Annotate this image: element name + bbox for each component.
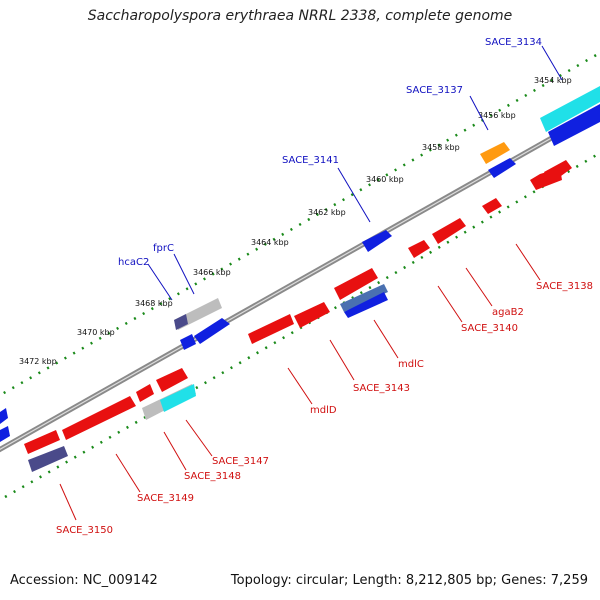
forward-gene-labels: SACE_3134 SACE_3137 SACE_3141 fprC hcaC2 [118, 37, 542, 268]
tick-label: 3464 kbp [251, 238, 289, 247]
tick-labels: 3454 kbp 3456 kbp 3458 kbp 3460 kbp 3462… [19, 76, 572, 366]
gene-forward[interactable] [480, 142, 510, 164]
gene-reverse[interactable] [344, 292, 388, 318]
gene-forward[interactable] [362, 230, 392, 252]
tick-label: 3462 kbp [308, 208, 346, 217]
gene-forward[interactable] [540, 86, 600, 132]
gene-reverse[interactable] [408, 240, 430, 258]
forward-genes [0, 86, 600, 442]
gene-reverse[interactable] [294, 302, 330, 328]
gene-forward[interactable] [0, 408, 8, 424]
gene-forward[interactable] [488, 158, 516, 178]
gene-label[interactable]: SACE_3150 [56, 525, 113, 536]
gene-label[interactable]: mdlC [398, 359, 424, 370]
tick-label: 3470 kbp [77, 328, 115, 337]
label-leaders [59, 45, 563, 521]
gene-label[interactable]: SACE_3134 [485, 37, 542, 48]
gene-forward[interactable] [194, 318, 230, 344]
gene-label[interactable]: fprC [153, 243, 174, 254]
gene-label[interactable]: SACE_3138 [536, 281, 593, 292]
gene-reverse[interactable] [432, 218, 466, 244]
gene-forward[interactable] [0, 426, 10, 442]
gene-reverse[interactable] [24, 430, 60, 454]
gene-label[interactable]: SACE_3147 [212, 456, 269, 467]
tick-label: 3468 kbp [135, 299, 173, 308]
map-title: Saccharopolyspora erythraea NRRL 2338, c… [87, 8, 513, 24]
reverse-genes [24, 160, 572, 472]
gene-reverse[interactable] [160, 384, 196, 412]
gene-reverse[interactable] [248, 314, 294, 344]
gene-label[interactable]: SACE_3143 [353, 383, 410, 394]
genome-backbone-inner [0, 109, 600, 451]
gene-label[interactable]: SACE_3141 [282, 155, 339, 166]
gene-forward[interactable] [180, 334, 196, 350]
gene-reverse[interactable] [544, 160, 572, 184]
gene-label[interactable]: SACE_3148 [184, 471, 241, 482]
forward-ruler [0, 51, 600, 397]
genome-summary-text: Topology: circular; Length: 8,212,805 bp… [230, 573, 588, 588]
accession-text: Accession: NC_009142 [10, 573, 158, 588]
gene-reverse[interactable] [156, 368, 188, 392]
tick-label: 3466 kbp [193, 268, 231, 277]
gene-forward[interactable] [174, 314, 188, 330]
gene-reverse[interactable] [28, 446, 68, 472]
tick-label: 3472 kbp [19, 357, 57, 366]
tick-label: 3454 kbp [534, 76, 572, 85]
gene-label[interactable]: SACE_3137 [406, 85, 463, 96]
tick-label: 3460 kbp [366, 175, 404, 184]
gene-forward[interactable] [548, 104, 600, 146]
gene-reverse[interactable] [334, 268, 378, 300]
tick-label: 3456 kbp [478, 111, 516, 120]
reverse-gene-labels: SACE_3138 agaB2 SACE_3140 mdlC SACE_3143… [56, 281, 593, 536]
gene-label[interactable]: hcaC2 [118, 257, 149, 268]
gene-reverse[interactable] [340, 284, 388, 312]
gene-reverse[interactable] [136, 384, 154, 402]
gene-label[interactable]: SACE_3149 [137, 493, 194, 504]
gene-label[interactable]: SACE_3140 [461, 323, 518, 334]
gene-label[interactable]: agaB2 [492, 307, 524, 318]
gene-reverse[interactable] [62, 396, 136, 440]
tick-label: 3458 kbp [422, 143, 460, 152]
gene-label[interactable]: mdlD [310, 405, 337, 416]
gene-reverse[interactable] [482, 198, 502, 214]
